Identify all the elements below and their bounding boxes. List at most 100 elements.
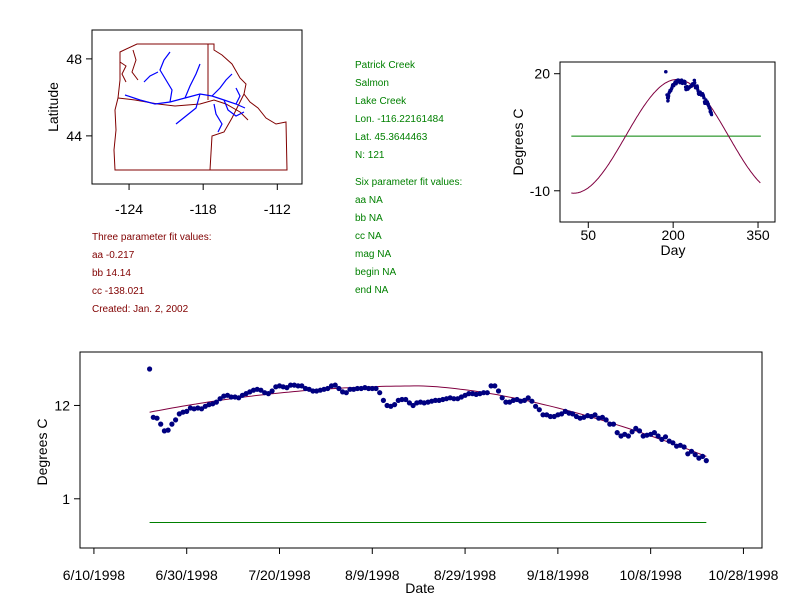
site-info-block: Patrick Creek Salmon Lake Creek Lon. -11… (355, 60, 462, 296)
ts-point (288, 382, 294, 388)
ts-point (629, 429, 635, 435)
ts-point (173, 417, 179, 423)
site-info-line-2: Lake Creek (355, 96, 407, 107)
ts-point (633, 425, 639, 431)
ts-point (488, 383, 494, 389)
ts-point (366, 385, 372, 392)
three-param-line-2: cc -138.021 (92, 286, 145, 297)
ts-point (466, 391, 472, 397)
site-info-line-1: Salmon (355, 78, 389, 89)
ts-point (336, 385, 342, 392)
ts-xtick-label: 8/29/1998 (434, 567, 496, 583)
ts-point (603, 417, 609, 423)
three-param-line-0: aa -0.217 (92, 250, 135, 261)
site-info-line-0: Patrick Creek (355, 60, 416, 71)
ts-point (592, 412, 598, 418)
map-xtick-label: -124 (115, 201, 143, 217)
ts-point (651, 430, 658, 436)
ts-point (481, 390, 487, 396)
ts-point (610, 421, 617, 427)
ts-points-group (147, 366, 709, 464)
ts-point (399, 396, 405, 403)
doy-point (667, 94, 671, 98)
three-param-line-3: Created: Jan. 2, 2002 (92, 304, 189, 315)
six-param-title: Six parameter fit values: (355, 177, 462, 188)
ts-point (662, 434, 669, 440)
doy-ytick-label: -10 (530, 183, 550, 199)
ts-point (570, 411, 576, 417)
ts-ytick-label: 12 (54, 397, 70, 413)
ts-point (269, 388, 275, 394)
ts-axes: 6/10/1998 6/30/1998 7/20/1998 8/9/1998 8/29/… (54, 397, 778, 583)
six-param-line-5: end NA (355, 285, 389, 296)
doy-fit-curve (571, 79, 761, 194)
ts-ytick-label: 1 (62, 491, 70, 507)
doy-frame (559, 61, 776, 223)
ts-point (332, 382, 338, 388)
three-param-block: Three parameter fit values: aa -0.217 bb… (92, 232, 212, 315)
ts-point (147, 366, 153, 372)
ts-point (636, 428, 643, 434)
map-panel: -124 -118 -112 48 44 Latitude (45, 29, 303, 217)
ts-xtick-label: 7/20/1998 (248, 567, 310, 583)
doy-ytick-label: 20 (534, 66, 550, 82)
ts-xlabel: Date (405, 580, 435, 596)
doy-point (693, 81, 697, 85)
ts-xtick-label: 8/9/1998 (345, 567, 400, 583)
ts-point (217, 396, 223, 402)
ts-point (377, 390, 383, 396)
state-boundaries (113, 43, 288, 171)
ts-point (547, 413, 554, 420)
ts-point (403, 396, 409, 403)
ts-point (607, 421, 613, 427)
ts-point (655, 433, 661, 439)
ts-point (692, 452, 698, 458)
six-param-line-4: begin NA (355, 267, 396, 278)
ts-point (228, 394, 234, 400)
ts-point (310, 388, 316, 394)
ts-point (540, 412, 546, 418)
ts-point (503, 399, 509, 405)
ts-point (432, 397, 438, 403)
doy-xlabel: Day (661, 242, 686, 258)
ts-point (169, 421, 175, 427)
map-ytick-label: 44 (66, 128, 82, 144)
ts-point (325, 385, 331, 392)
doy-axes: 50 200 350 20 -10 (530, 66, 770, 243)
ts-point (525, 395, 531, 401)
doy-point-outlier (664, 69, 668, 74)
ts-point (236, 395, 242, 401)
ts-point (380, 397, 386, 403)
ts-point (484, 390, 490, 396)
rivers (124, 51, 246, 133)
ts-ylabel: Degrees C (34, 419, 50, 486)
ts-point (659, 436, 665, 442)
ts-xtick-label: 6/30/1998 (156, 567, 218, 583)
map-axes: -124 -118 -112 48 44 (66, 51, 291, 217)
ts-point (451, 396, 457, 402)
six-param-line-3: mag NA (355, 249, 391, 260)
ts-point (406, 400, 412, 406)
ts-point (213, 399, 219, 405)
doy-points-group (664, 69, 714, 117)
ts-point (614, 430, 620, 436)
six-param-line-2: cc NA (355, 231, 382, 242)
three-param-line-1: bb 14.14 (92, 268, 131, 279)
doy-point (666, 99, 670, 103)
ts-point (685, 451, 691, 457)
ts-point (347, 386, 353, 392)
ts-point (369, 385, 375, 392)
doy-ylabel: Degrees C (510, 109, 526, 176)
ts-xtick-label: 9/18/1998 (527, 567, 589, 583)
doy-xtick-label: 50 (581, 227, 597, 243)
ts-point (410, 402, 416, 409)
ts-point (343, 390, 349, 396)
doy-xtick-label: 200 (661, 227, 685, 243)
ts-xtick-label: 10/8/1998 (620, 567, 682, 583)
ts-point (499, 395, 505, 401)
doy-point (683, 81, 687, 86)
ts-point (354, 385, 360, 392)
ts-point (688, 448, 695, 454)
map-ytick-label: 48 (66, 51, 82, 67)
